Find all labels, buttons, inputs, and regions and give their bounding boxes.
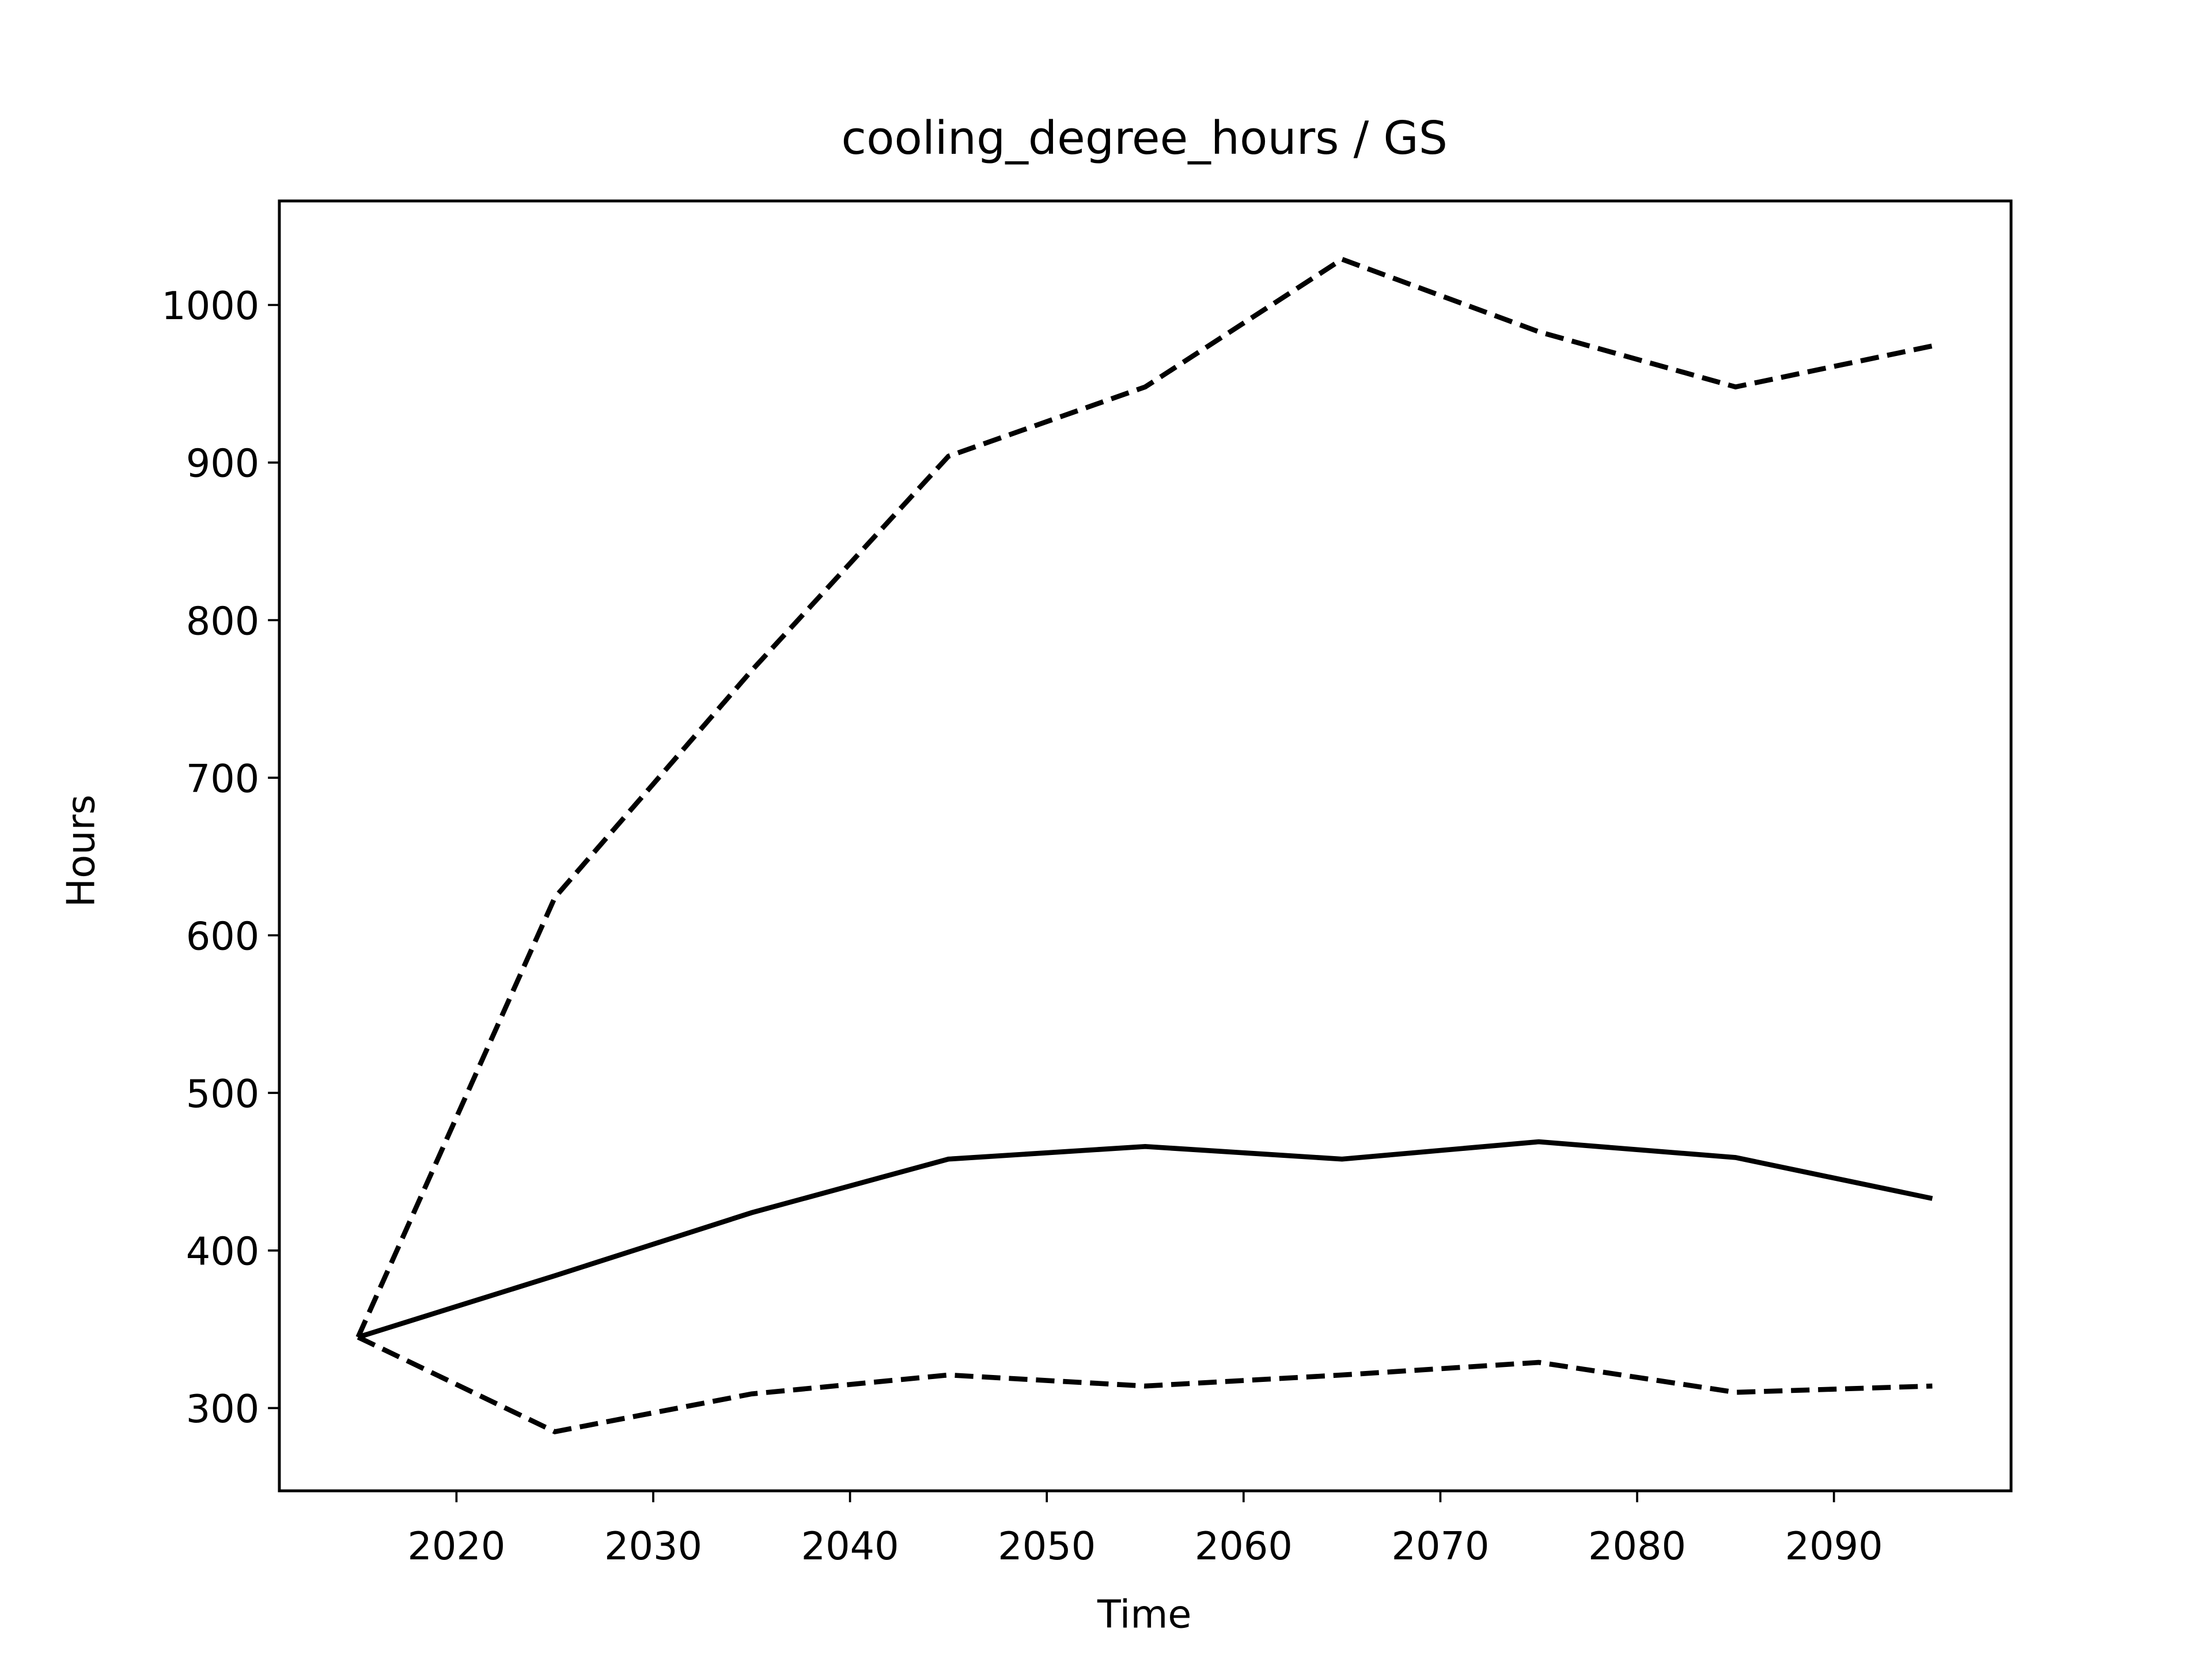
plot-frame bbox=[278, 199, 2013, 1493]
y-tick-label: 400 bbox=[186, 1229, 260, 1274]
x-axis-label: Time bbox=[1097, 1592, 1191, 1637]
y-tick-label: 900 bbox=[186, 441, 260, 486]
y-tick-label: 500 bbox=[186, 1071, 260, 1116]
line-series bbox=[357, 1335, 1933, 1434]
x-tick-label: 2060 bbox=[1195, 1524, 1293, 1569]
y-tick-label: 700 bbox=[186, 756, 260, 801]
line-series bbox=[357, 1139, 1933, 1340]
x-tick-label: 2050 bbox=[998, 1524, 1096, 1569]
y-tick-label: 600 bbox=[186, 914, 260, 959]
x-tick-label: 2070 bbox=[1391, 1524, 1489, 1569]
line-series bbox=[355, 256, 1933, 1339]
x-tick-label: 2030 bbox=[604, 1524, 702, 1569]
x-tick-label: 2080 bbox=[1588, 1524, 1686, 1569]
y-tick-label: 1000 bbox=[161, 283, 259, 328]
y-tick-label: 800 bbox=[186, 599, 260, 643]
x-tick-label: 2090 bbox=[1785, 1524, 1883, 1569]
x-tick-label: 2040 bbox=[801, 1524, 899, 1569]
y-axis-label: Hours bbox=[58, 794, 103, 907]
chart-title: cooling_degree_hours / GS bbox=[842, 112, 1448, 165]
y-tick-label: 300 bbox=[186, 1387, 260, 1431]
x-tick-label: 2020 bbox=[407, 1524, 505, 1569]
